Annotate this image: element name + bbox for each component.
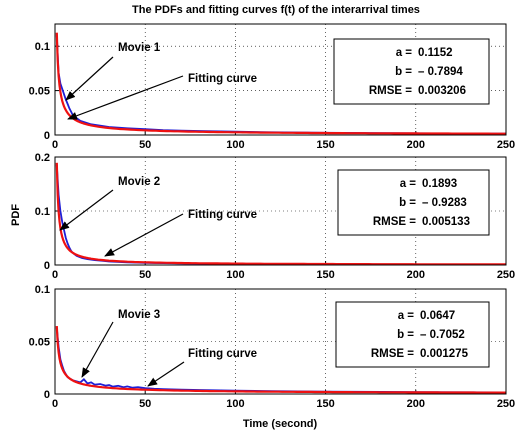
x-tick-label: 250 — [497, 139, 515, 151]
param-rmse-label: RMSE = — [373, 216, 416, 228]
x-tick-label: 150 — [316, 398, 334, 410]
params-box — [333, 38, 490, 105]
param-b-label: b = — [395, 66, 412, 78]
panels-group: 0 50 100 150 200 250 0 0.05 0.1 Movie 1 Fitting cu… — [29, 23, 515, 410]
plot-frame-border — [54, 23, 507, 136]
y-tick-label: 0 — [44, 389, 50, 401]
fitting-curve-line — [55, 326, 506, 394]
y-tick-label: 0.05 — [29, 337, 50, 349]
plot-frame-border — [54, 288, 507, 395]
param-a-label: a = — [400, 178, 417, 190]
x-tick-label: 0 — [52, 269, 58, 281]
series-annotation: Movie 3 — [118, 309, 160, 321]
param-b-value: – 0.7894 — [418, 66, 463, 78]
y-tick-label: 0.1 — [35, 41, 50, 53]
y-tick-label: 0.1 — [35, 206, 50, 218]
x-tick-label: 50 — [139, 398, 151, 410]
param-b-label: b = — [397, 329, 414, 341]
x-tick-label: 0 — [52, 139, 58, 151]
x-tick-label: 250 — [497, 398, 515, 410]
x-axis-label: Time (second) — [243, 418, 318, 430]
param-b-value: – 0.7052 — [420, 329, 465, 341]
fit-annotation: Fitting curve — [188, 209, 257, 221]
x-tick-label: 250 — [497, 269, 515, 281]
y-tick-label: 0.05 — [29, 86, 50, 98]
fitting-curve-line — [55, 162, 506, 265]
x-tick-label: 100 — [226, 398, 244, 410]
x-tick-label: 200 — [407, 269, 425, 281]
fit-annotation: Fitting curve — [188, 73, 257, 85]
y-axis-label: PDF — [10, 204, 22, 226]
fit-arrow — [67, 75, 184, 120]
series-arrow — [81, 321, 114, 378]
param-a-value: 0.0647 — [420, 310, 455, 322]
x-tick-label: 50 — [139, 269, 151, 281]
x-tick-label: 200 — [407, 139, 425, 151]
y-tick-label: 0.2 — [35, 152, 50, 164]
plot-frame-border — [54, 156, 507, 266]
chart-title: The PDFs and fitting curves f(t) of the … — [132, 4, 420, 16]
panel-3: 0 50 100 150 200 250 0 0.05 0.1 Movie 3 Fitting cu… — [29, 284, 515, 410]
param-rmse-label: RMSE = — [369, 85, 412, 97]
series-arrow — [59, 189, 114, 231]
fit-annotation: Fitting curve — [188, 348, 257, 360]
x-tick-label: 0 — [52, 398, 58, 410]
x-tick-label: 100 — [226, 269, 244, 281]
param-b-label: b = — [399, 197, 416, 209]
param-a-value: 0.1893 — [422, 178, 457, 190]
param-b-value: – 0.9283 — [422, 197, 467, 209]
y-tick-label: 0 — [44, 260, 50, 272]
series-arrow — [65, 56, 114, 101]
y-tick-label: 0.1 — [35, 284, 50, 296]
x-tick-label: 200 — [407, 398, 425, 410]
params-box — [337, 169, 490, 236]
param-a-label: a = — [398, 310, 415, 322]
param-a-label: a = — [396, 47, 413, 59]
param-a-value: 0.1152 — [418, 47, 453, 59]
series-annotation: Movie 2 — [118, 176, 160, 188]
panel-2: 0 50 100 150 200 250 0 0.1 0.2 Movie 2 Fitting cur… — [35, 152, 515, 281]
x-tick-label: 150 — [316, 269, 334, 281]
series-annotation: Movie 1 — [118, 42, 161, 54]
param-rmse-label: RMSE = — [371, 348, 414, 360]
params-box — [335, 301, 490, 368]
fit-arrow — [104, 213, 184, 257]
fit-arrow — [147, 361, 185, 387]
x-tick-label: 50 — [139, 139, 151, 151]
x-tick-label: 150 — [316, 139, 334, 151]
y-tick-label: 0 — [44, 130, 50, 142]
param-rmse-value: 0.001275 — [420, 348, 469, 360]
panel-1: 0 50 100 150 200 250 0 0.05 0.1 Movie 1 Fitting cu… — [29, 23, 515, 151]
param-rmse-value: 0.003206 — [418, 85, 466, 97]
x-tick-label: 100 — [226, 139, 244, 151]
param-rmse-value: 0.005133 — [422, 216, 470, 228]
